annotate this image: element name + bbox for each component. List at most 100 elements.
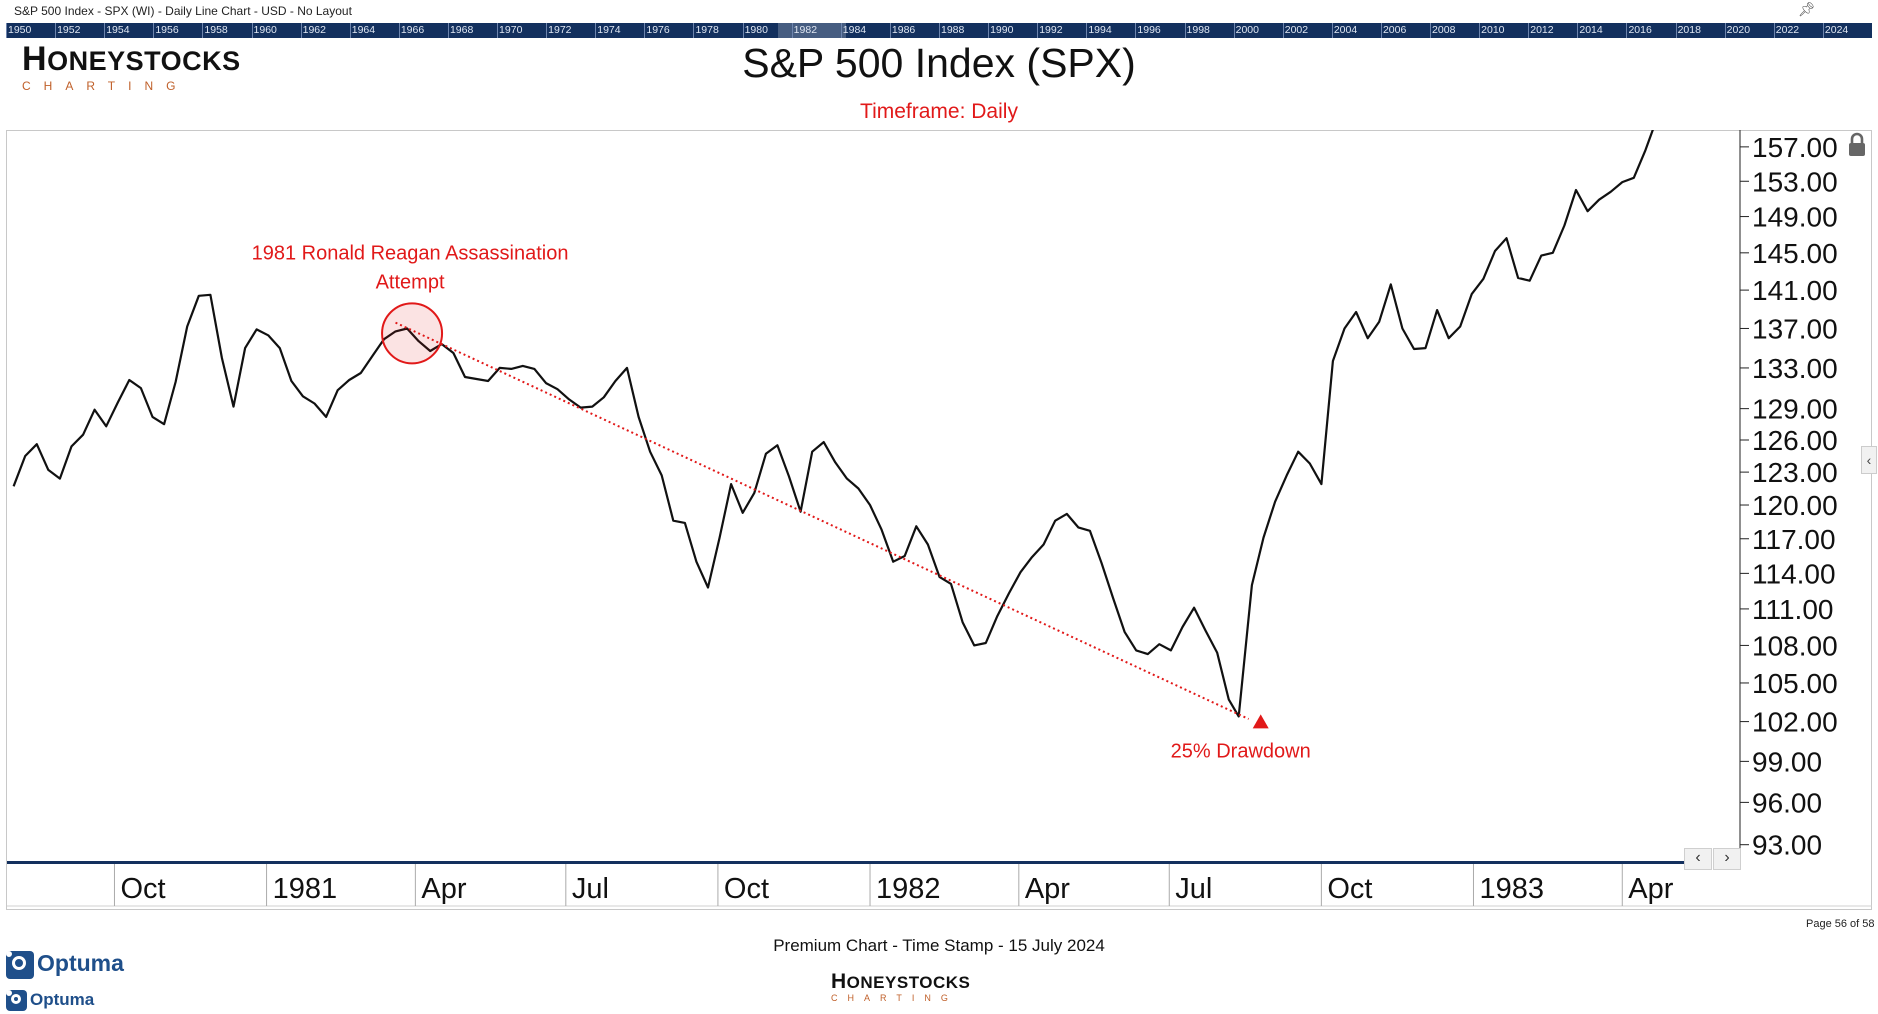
y-axis-tick-label: 157.00 xyxy=(1752,132,1838,163)
timeline-tick xyxy=(1528,23,1530,38)
drawdown-annotation-label: 25% Drawdown xyxy=(1171,740,1311,762)
chart-frame xyxy=(6,130,1872,910)
footer-honeystocks-logo: HONEYSTOCKS CHARTING xyxy=(831,971,971,1003)
y-axis-tick-label: 149.00 xyxy=(1752,202,1838,233)
y-axis-tick-label: 145.00 xyxy=(1752,238,1838,269)
timeline-year-label: 1992 xyxy=(1039,24,1063,36)
y-axis-tick-label: 111.00 xyxy=(1752,594,1833,625)
optuma-ring xyxy=(10,993,22,1005)
timeline-tick xyxy=(742,23,744,38)
timeline-tick xyxy=(55,23,57,38)
timeline-tick xyxy=(546,23,548,38)
timeline-year-label: 1996 xyxy=(1137,24,1161,36)
timeline-year-label: 1966 xyxy=(400,24,425,36)
x-axis-tick-label: 1981 xyxy=(273,873,338,905)
timeline-year-label: 1998 xyxy=(1186,24,1210,36)
timeline-tick xyxy=(595,23,597,38)
timeline-year-label: 1954 xyxy=(106,24,130,36)
timeline-tick xyxy=(398,23,400,38)
chart-subtitle: Timeframe: Daily xyxy=(860,100,1018,123)
optuma-logo-small: Optuma xyxy=(6,990,95,1012)
optuma-label: Optuma xyxy=(37,950,124,976)
timeline-year-label: 2022 xyxy=(1775,24,1800,36)
timeline-year-label: 2012 xyxy=(1530,24,1554,36)
timeline-year-label: 2016 xyxy=(1628,24,1652,36)
timeline-year-label: 1990 xyxy=(990,24,1014,36)
price-chart[interactable]: 93.00 96.00 99.00 102.00 105.00 108.00 111.00 1… xyxy=(0,0,1878,920)
timeline-tick xyxy=(447,23,449,38)
timeline-year-label: 1994 xyxy=(1088,24,1112,36)
timeline-tick xyxy=(693,23,695,38)
timeline-year-label: 1972 xyxy=(548,24,572,36)
logo-subtitle: CHARTING xyxy=(22,79,189,93)
timeline-bar[interactable]: 1950 1952 1954 1956 1958 1960 1962 1964 1966 1968… xyxy=(6,23,1872,38)
timeline-tick xyxy=(1380,23,1382,38)
timeline-year-label: 1984 xyxy=(842,24,867,36)
event-annotation-label: Attempt xyxy=(376,271,445,293)
x-axis-bar xyxy=(7,861,1684,864)
y-axis-tick-label: 141.00 xyxy=(1752,275,1838,306)
logo-word: ONEYSTOCKS xyxy=(47,46,241,76)
y-axis-tick-label: 99.00 xyxy=(1752,746,1822,777)
pin-icon[interactable]: 📌︎ xyxy=(1798,1,1816,17)
event-annotation-label: 1981 Ronald Reagan Assassination xyxy=(252,242,569,264)
x-axis-tick-label: Apr xyxy=(421,873,466,905)
scroll-right-button[interactable]: › xyxy=(1713,848,1741,870)
timeline-year-label: 1976 xyxy=(646,24,670,36)
x-axis-tick-label: Jul xyxy=(572,873,609,905)
timeline-year-label: 2006 xyxy=(1382,24,1407,36)
timeline-tick xyxy=(1282,23,1284,38)
timeline-tick xyxy=(791,23,793,38)
timeline-year-label: 1982 xyxy=(793,24,818,36)
timeline-year-label: 1988 xyxy=(941,24,965,36)
lock-icon[interactable] xyxy=(1846,132,1868,158)
price-line xyxy=(12,130,1654,718)
timeline-year-label: 1958 xyxy=(204,24,228,36)
timeline-year-label: 2020 xyxy=(1726,24,1751,36)
timeline-tick xyxy=(153,23,155,38)
optuma-mark-icon xyxy=(6,950,34,979)
side-panel-toggle[interactable]: ‹ xyxy=(1861,446,1877,474)
y-axis-tick-label: 108.00 xyxy=(1752,630,1838,661)
timeline-tick xyxy=(1086,23,1088,38)
x-axis-tick-label: Oct xyxy=(1327,873,1372,905)
timeline-tick xyxy=(349,23,351,38)
timeline-window[interactable] xyxy=(778,23,846,38)
timeline-year-label: 2010 xyxy=(1481,24,1505,36)
timeline-tick xyxy=(202,23,204,38)
event-circle-marker xyxy=(381,302,444,365)
y-axis-tick-label: 126.00 xyxy=(1752,425,1838,456)
optuma-label-small: Optuma xyxy=(30,990,95,1009)
logo-first-letter: H xyxy=(22,40,48,78)
timeline-tick xyxy=(300,23,302,38)
y-axis-tick-label: 129.00 xyxy=(1752,394,1838,425)
timeline-year-label: 1980 xyxy=(744,24,768,36)
timeline-tick xyxy=(988,23,990,38)
honeystocks-logo: HONEYSTOCKS CHARTING xyxy=(22,42,241,93)
timeline-tick xyxy=(1135,23,1137,38)
footer-logo-subtitle: CHARTING xyxy=(831,993,958,1003)
timeline-year-label: 1968 xyxy=(449,24,474,36)
timeline-year-label: 2004 xyxy=(1333,24,1358,36)
scroll-left-button[interactable]: ‹ xyxy=(1684,848,1712,870)
timeline-tick xyxy=(104,23,106,38)
optuma-mark-small-icon xyxy=(6,990,27,1012)
timeline-year-label: 1956 xyxy=(155,24,179,36)
y-axis-tick-label: 133.00 xyxy=(1752,353,1838,384)
y-axis-tick-label: 137.00 xyxy=(1752,313,1838,344)
timeline-year-label: 1962 xyxy=(302,24,326,36)
footer-logo-word: ONEYSTOCKS xyxy=(846,973,971,992)
timeline-year-label: 2018 xyxy=(1677,24,1701,36)
x-axis-tick-label: Oct xyxy=(120,873,165,905)
chart-title: S&P 500 Index (SPX) xyxy=(742,40,1136,86)
x-axis-tick-label: 1983 xyxy=(1479,873,1544,905)
chart-info-text: S&P 500 Index - SPX (WI) - Daily Line Ch… xyxy=(14,4,352,18)
timeline-year-label: 1960 xyxy=(253,24,277,36)
timeline-year-label: 2002 xyxy=(1284,24,1309,36)
y-axis-tick-label: 123.00 xyxy=(1752,457,1838,488)
x-axis-tick-label: Oct xyxy=(724,873,769,905)
y-axis-tick-label: 102.00 xyxy=(1752,707,1838,738)
x-axis-tick-label: Jul xyxy=(1175,873,1212,905)
y-axis-tick-label: 114.00 xyxy=(1752,558,1836,589)
timeline-tick xyxy=(1430,23,1432,38)
